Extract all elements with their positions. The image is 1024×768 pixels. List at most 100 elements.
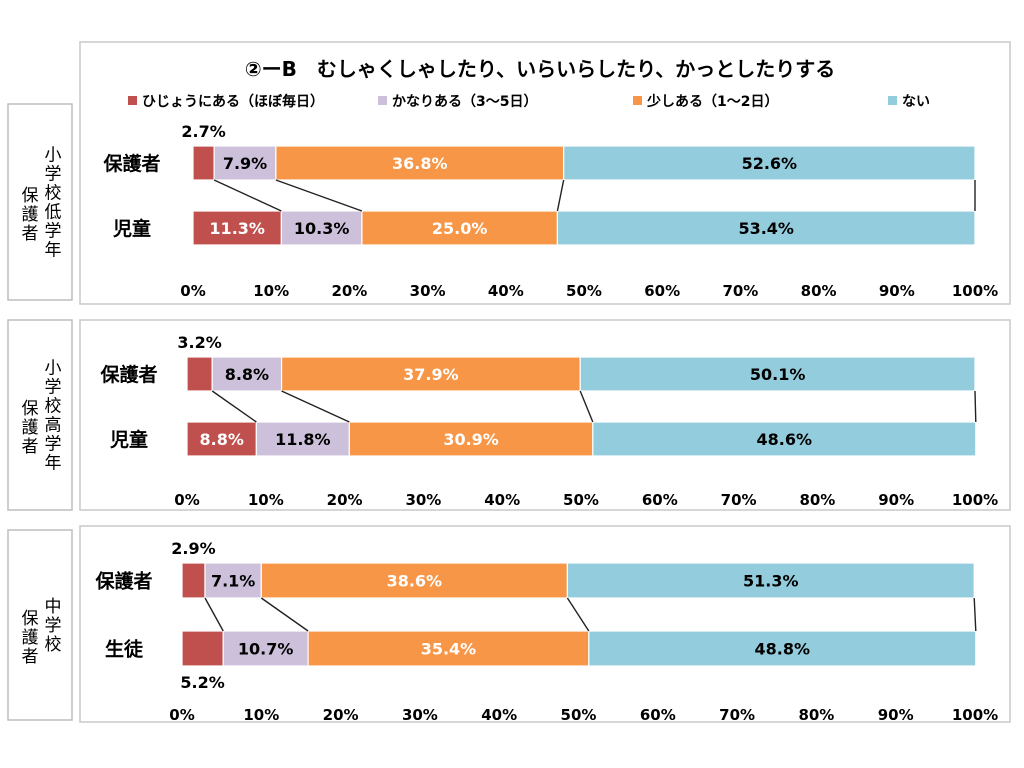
category-label: 保護者 [94,570,152,593]
x-tick-label: 0% [174,491,199,509]
group-sublabel-char: 学 [45,165,62,185]
legend-item-1: ひじょうにある（ほぼ毎日） [128,93,324,110]
data-label: 30.9% [443,430,499,449]
x-tick-label: 40% [481,706,517,724]
bar-row-2: 生徒 5.2% 10.7% 35.4% 48.8% [105,630,977,692]
connector-line [566,597,590,632]
group-label-char: 保 [22,186,39,206]
bar-row-1: 保護者 3.2%8.8% 37.9% 50.1% [99,333,976,392]
connector-line [211,390,257,423]
group-label-char: 者 [22,647,39,667]
x-tick-label: 80% [799,491,835,509]
bar-segment [592,421,977,457]
group-label-char: 護 [22,418,39,438]
connector-line [281,390,350,423]
group-label-char: 保 [22,609,39,629]
bar-segment [348,421,594,457]
data-label: 36.8% [392,154,448,173]
bar-segment [192,210,282,246]
category-label: 生徒 [105,638,144,661]
x-tick-label: 80% [801,282,837,300]
group-label-char: 者 [22,437,39,457]
panel-frames [7,41,1011,723]
bar-row-2: 児童 11.3% 10.3% 25.0% 53.4% [112,210,976,246]
x-tick-label: 100% [952,706,998,724]
x-axis-ticks: 0% 10% 20% 30% 40% 50% 60% 70% 80% 90% 100% [180,282,998,300]
group-sublabel-char: 学 [45,378,62,398]
x-tick-label: 40% [484,491,520,509]
legend: ひじょうにある（ほぼ毎日） かなりある（3～5日） 少しある（1～2日） ない [128,93,930,110]
group-label-char: 者 [22,224,39,244]
x-tick-label: 10% [253,282,289,300]
bar-segment [204,562,262,599]
connector-line [974,390,977,423]
bar-segment [181,562,206,599]
group-sublabel-char: 校 [45,184,62,204]
data-label: 35.4% [421,640,477,659]
bar-row-1: 保護者 2.9% 7.1% 38.6% 51.3% [94,539,975,599]
data-label: 25.0% [432,219,488,238]
bar-segment [280,210,363,246]
x-tick-label: 50% [566,282,602,300]
data-label: 11.8% [275,430,331,449]
x-tick-label: 100% [952,491,998,509]
data-label: 52.6% [742,154,798,173]
legend-item-3: 少しある（1～2日） [633,93,778,110]
data-label: 48.6% [757,430,813,449]
group-sublabel-char: 校 [45,635,62,655]
connector-line [213,179,282,212]
bar-row-2: 児童 8.8% 11.8% 30.9% 48.6% [109,421,977,457]
panel-frame-2 [79,319,1011,511]
data-label: 11.3% [209,219,265,238]
series-connectors [211,390,977,423]
data-label: 8.8% [199,430,243,449]
data-label: 38.6% [387,572,443,591]
group-label-char: 護 [22,205,39,225]
bar-segment [192,145,215,181]
series-connectors [213,179,976,212]
group-sublabel-char: 低 [45,203,62,223]
data-label: 50.1% [750,365,806,384]
x-tick-label: 70% [721,491,757,509]
group-label-char: 護 [22,628,39,648]
data-label: 7.1% [211,572,255,591]
x-tick-label: 0% [180,282,205,300]
series-connectors [204,597,977,632]
x-axis-ticks: 0% 10% 20% 30% 40% 50% 60% 70% 80% 90% 100% [169,706,998,724]
category-label: 保護者 [99,363,157,386]
connector-line [275,179,363,212]
group-frame-3 [7,529,73,721]
x-tick-label: 60% [640,706,676,724]
bar-segment [260,562,568,599]
data-label-outside: 5.2% [180,673,224,692]
group-sublabel-char: 年 [45,241,62,261]
group-frame-1 [7,103,73,301]
data-label: 10.3% [294,219,350,238]
data-label-outside: 2.9% [171,539,215,558]
data-label: 10.7% [238,640,294,659]
bar-segment [186,356,213,392]
data-label: 48.8% [755,640,811,659]
x-tick-label: 30% [410,282,446,300]
x-tick-label: 60% [642,491,678,509]
group-frame-2 [7,319,73,511]
legend-label: ひじょうにある（ほぼ毎日） [142,93,324,110]
bar-row-1: 保護者 2.7% 7.9% 36.8% 52.6% [102,122,976,181]
group-sublabel-char: 中 [45,597,62,617]
x-tick-label: 80% [798,706,834,724]
x-tick-label: 90% [878,491,914,509]
connector-line [260,597,309,632]
x-tick-label: 70% [722,282,758,300]
data-label: 51.3% [743,572,799,591]
legend-swatch [378,96,387,105]
connector-line [556,179,565,212]
bar-segment [186,421,257,457]
category-label: 保護者 [102,152,160,175]
